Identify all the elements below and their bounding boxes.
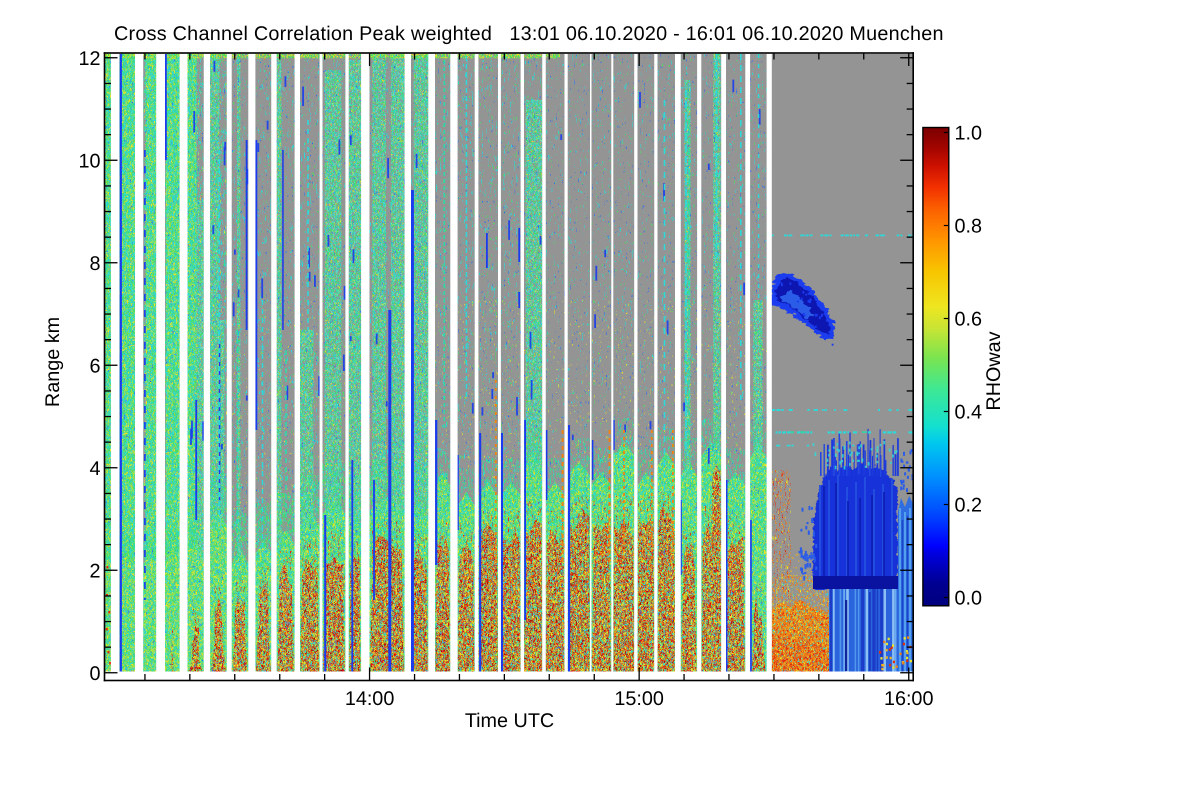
svg-text:6: 6 — [89, 355, 100, 377]
svg-text:Cross Channel Correlation Peak: Cross Channel Correlation Peak weighted … — [114, 23, 944, 45]
svg-text:1.0: 1.0 — [955, 123, 983, 145]
svg-text:0.2: 0.2 — [955, 495, 983, 517]
svg-text:12: 12 — [78, 48, 100, 70]
svg-text:0.4: 0.4 — [955, 402, 983, 424]
svg-text:15:00: 15:00 — [614, 688, 664, 710]
svg-text:RHOwav: RHOwav — [983, 331, 1005, 410]
svg-text:4: 4 — [89, 458, 100, 480]
svg-text:Time UTC: Time UTC — [465, 710, 554, 732]
svg-text:0.6: 0.6 — [955, 309, 983, 331]
svg-text:0.8: 0.8 — [955, 216, 983, 238]
svg-text:0: 0 — [89, 663, 100, 685]
svg-text:14:00: 14:00 — [345, 688, 395, 710]
svg-text:10: 10 — [78, 150, 100, 172]
svg-text:Range km: Range km — [42, 317, 64, 407]
svg-text:0.0: 0.0 — [955, 588, 983, 610]
svg-text:8: 8 — [89, 253, 100, 275]
svg-text:2: 2 — [89, 560, 100, 582]
svg-text:16:00: 16:00 — [884, 688, 934, 710]
